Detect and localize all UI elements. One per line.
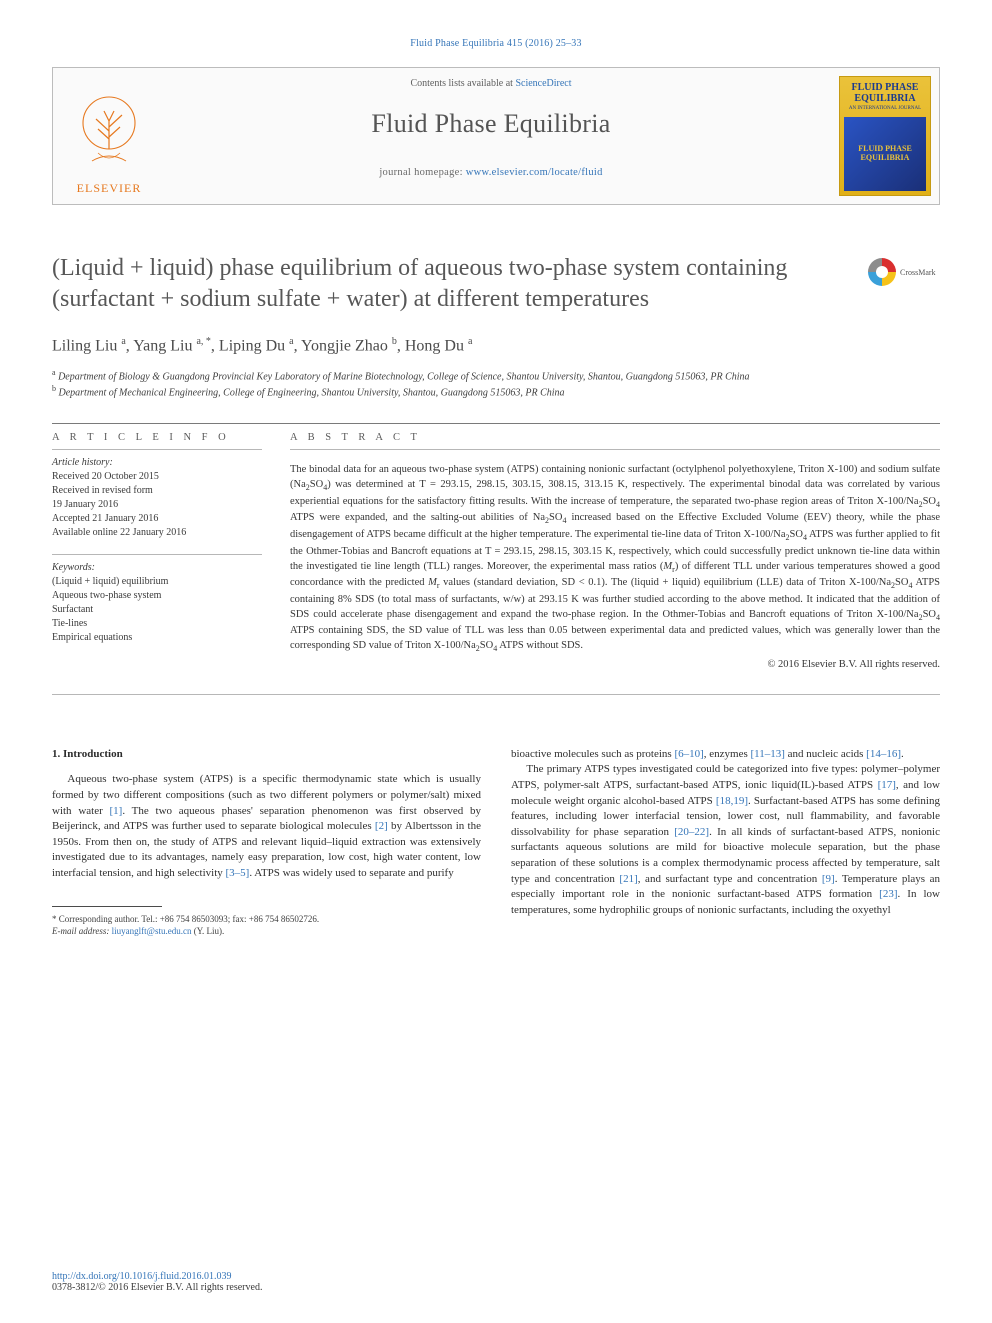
section-number: 1.: [52, 748, 60, 760]
article-history: Article history: Received 20 October 201…: [52, 456, 262, 540]
cover-title: FLUID PHASE EQUILIBRIA: [840, 77, 930, 104]
abstract-divider: [290, 449, 940, 450]
history-line: Available online 22 January 2016: [52, 526, 262, 540]
running-citation: Fluid Phase Equilibria 415 (2016) 25–33: [0, 0, 992, 49]
author-list: Liling Liu a, Yang Liu a, *, Liping Du a…: [52, 336, 940, 355]
section-title: Introduction: [63, 748, 123, 760]
section-heading: 1. Introduction: [52, 747, 481, 763]
corr-line: * Corresponding author. Tel.: +86 754 86…: [52, 913, 481, 925]
info-divider: [52, 449, 262, 450]
elsevier-tree-icon: [74, 91, 144, 181]
issn-copyright: 0378-3812/© 2016 Elsevier B.V. All right…: [52, 1282, 940, 1293]
keyword: (Liquid + liquid) equilibrium: [52, 575, 262, 589]
body-paragraph: bioactive molecules such as proteins [6–…: [511, 747, 940, 763]
keyword: Aqueous two-phase system: [52, 589, 262, 603]
masthead-center: Contents lists available at ScienceDirec…: [183, 68, 799, 204]
contents-prefix: Contents lists available at: [410, 78, 515, 89]
abstract-copyright: © 2016 Elsevier B.V. All rights reserved…: [290, 655, 940, 670]
affiliation-a: a Department of Biology & Guangdong Prov…: [52, 368, 940, 384]
doi-link[interactable]: http://dx.doi.org/10.1016/j.fluid.2016.0…: [52, 1271, 940, 1282]
affiliation-b: b Department of Mechanical Engineering, …: [52, 384, 940, 400]
article-title: (Liquid + liquid) phase equilibrium of a…: [52, 253, 940, 314]
affiliations: a Department of Biology & Guangdong Prov…: [52, 368, 940, 400]
journal-homepage: journal homepage: www.elsevier.com/locat…: [183, 139, 799, 178]
keywords-label: Keywords:: [52, 561, 262, 575]
info-abstract-row: A R T I C L E I N F O Article history: R…: [52, 424, 940, 669]
keyword: Tie-lines: [52, 617, 262, 631]
article-body: 1. Introduction Aqueous two-phase system…: [52, 747, 940, 937]
contents-available: Contents lists available at ScienceDirec…: [183, 68, 799, 89]
publisher-logo: ELSEVIER: [61, 76, 157, 196]
history-line: 19 January 2016: [52, 498, 262, 512]
body-paragraph: The primary ATPS types investigated coul…: [511, 762, 940, 918]
article-info-column: A R T I C L E I N F O Article history: R…: [52, 424, 262, 669]
keywords-block: Keywords: (Liquid + liquid) equilibrium …: [52, 561, 262, 645]
cover-subtitle: AN INTERNATIONAL JOURNAL: [840, 104, 930, 113]
crossmark-badge[interactable]: CrossMark: [868, 257, 940, 287]
cover-inset: FLUID PHASE EQUILIBRIA: [844, 117, 926, 191]
abstract-column: A B S T R A C T The binodal data for an …: [290, 424, 940, 669]
corr-email-line: E-mail address: liuyanglft@stu.edu.cn (Y…: [52, 925, 481, 937]
history-line: Accepted 21 January 2016: [52, 512, 262, 526]
journal-name: Fluid Phase Equilibria: [183, 89, 799, 139]
affil-text: Department of Biology & Guangdong Provin…: [58, 371, 749, 382]
corr-who: (Y. Liu).: [194, 926, 225, 936]
history-label: Article history:: [52, 456, 262, 470]
email-label: E-mail address:: [52, 926, 109, 936]
history-line: Received in revised form: [52, 484, 262, 498]
history-line: Received 20 October 2015: [52, 470, 262, 484]
publisher-name: ELSEVIER: [77, 181, 142, 196]
homepage-prefix: journal homepage:: [379, 167, 465, 178]
body-column-left: 1. Introduction Aqueous two-phase system…: [52, 747, 481, 937]
crossmark-label: CrossMark: [900, 268, 936, 277]
affil-key: a: [52, 368, 56, 377]
body-paragraph: Aqueous two-phase system (ATPS) is a spe…: [52, 772, 481, 881]
page-footer: http://dx.doi.org/10.1016/j.fluid.2016.0…: [52, 1271, 940, 1293]
crossmark-icon: [868, 258, 896, 286]
affil-key: b: [52, 384, 56, 393]
abstract-head: A B S T R A C T: [290, 424, 940, 449]
title-block: CrossMark (Liquid + liquid) phase equili…: [52, 253, 940, 314]
info-divider: [52, 554, 262, 555]
corr-email[interactable]: liuyanglft@stu.edu.cn: [112, 926, 192, 936]
footnote-separator: [52, 906, 162, 907]
sciencedirect-link[interactable]: ScienceDirect: [515, 78, 571, 89]
affil-text: Department of Mechanical Engineering, Co…: [59, 387, 565, 398]
corresponding-author-footnote: * Corresponding author. Tel.: +86 754 86…: [52, 913, 481, 937]
keyword: Empirical equations: [52, 631, 262, 645]
article-info-head: A R T I C L E I N F O: [52, 424, 262, 449]
masthead: ELSEVIER Contents lists available at Sci…: [52, 67, 940, 205]
body-column-right: bioactive molecules such as proteins [6–…: [511, 747, 940, 937]
abstract-text: The binodal data for an aqueous two-phas…: [290, 456, 940, 654]
keyword: Surfactant: [52, 603, 262, 617]
divider: [52, 694, 940, 695]
journal-cover-thumb: FLUID PHASE EQUILIBRIA AN INTERNATIONAL …: [839, 76, 931, 196]
homepage-link[interactable]: www.elsevier.com/locate/fluid: [466, 167, 603, 178]
